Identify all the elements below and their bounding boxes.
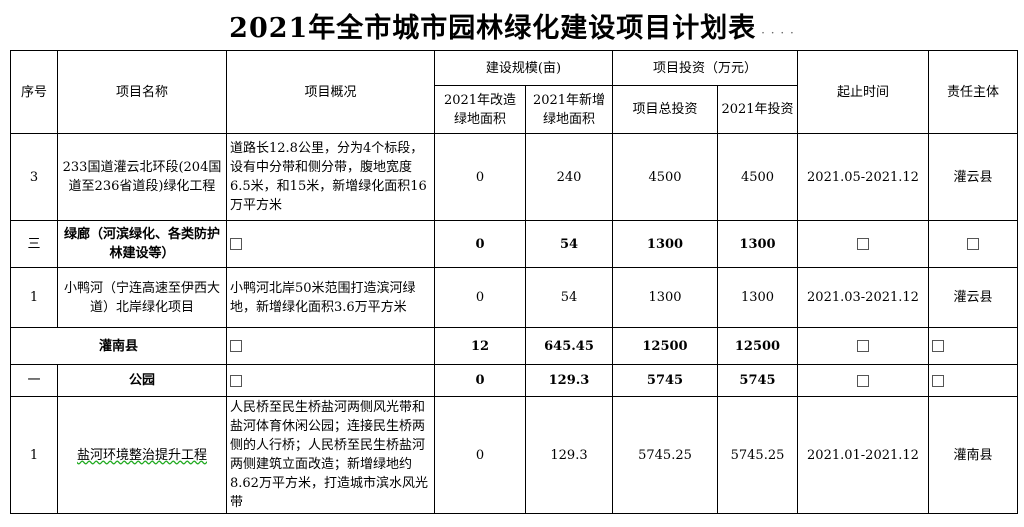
title-text: 2021年全市城市园林绿化建设项目计划表 — [229, 13, 757, 44]
cell-2021: 5745 — [717, 364, 798, 397]
cell-2021: 1300 — [717, 267, 798, 328]
table-row: 1 盐河环境整治提升工程 人民桥至民生桥盐河两侧风光带和盐河体育休闲公园；连接民… — [10, 396, 1018, 514]
cell-overview: 道路长12.8公里，分为4个标段，设有中分带和侧分带，腹地宽度6.5米，和15米… — [226, 133, 435, 221]
cell-renovate: 0 — [434, 133, 526, 221]
cell-overview: 人民桥至民生桥盐河两侧风光带和盐河体育休闲公园；连接民生桥两侧的人行桥；人民桥至… — [226, 396, 435, 514]
header-overview: 项目概况 — [226, 50, 435, 134]
cell-owner: 灌南县 — [928, 396, 1018, 514]
cell-period — [797, 220, 929, 268]
header-new: 2021年新增绿地面积 — [525, 85, 613, 134]
cell-name: 公园 — [57, 364, 227, 397]
empty-box-icon — [230, 340, 242, 352]
cell-overview — [226, 220, 435, 268]
cell-seq: 1 — [10, 396, 58, 514]
cell-new: 129.3 — [525, 396, 613, 514]
header-total: 项目总投资 — [612, 85, 718, 134]
cell-total: 1300 — [612, 267, 718, 328]
empty-box-icon — [230, 374, 242, 387]
cell-renovate: 0 — [434, 267, 526, 328]
cell-total: 12500 — [612, 327, 718, 365]
cell-2021: 5745.25 — [717, 396, 798, 514]
header-name: 项目名称 — [57, 50, 227, 134]
cell-owner — [928, 364, 1018, 397]
cell-renovate: 0 — [434, 220, 526, 268]
cell-name: 盐河环境整治提升工程 — [57, 396, 227, 514]
cell-new: 240 — [525, 133, 613, 221]
cell-period — [797, 327, 929, 365]
cell-seq: 1 — [10, 267, 58, 328]
header-2021: 2021年投资 — [717, 85, 798, 134]
cell-name: 绿廊（河滨绿化、各类防护林建设等） — [57, 220, 227, 268]
cell-owner — [928, 220, 1018, 268]
cell-renovate: 0 — [434, 396, 526, 514]
header-seq: 序号 — [10, 50, 58, 134]
cell-overview — [226, 364, 435, 397]
empty-box-icon — [932, 340, 944, 352]
cell-name: 小鸭河（宁连高速至伊西大道）北岸绿化项目 — [57, 267, 227, 328]
cell-period — [797, 364, 929, 397]
cell-new: 645.45 — [525, 327, 613, 365]
cell-renovate: 0 — [434, 364, 526, 397]
empty-box-icon — [230, 238, 242, 250]
table-row: 一 公园 0 129.3 5745 5745 — [10, 364, 1018, 397]
header-scale: 建设规模(亩) — [434, 50, 613, 86]
header-invest: 项目投资（万元） — [612, 50, 798, 86]
cell-period: 2021.03-2021.12 — [797, 267, 929, 328]
cell-renovate: 12 — [434, 327, 526, 365]
cell-period: 2021.05-2021.12 — [797, 133, 929, 221]
cell-new: 129.3 — [525, 364, 613, 397]
empty-box-icon — [967, 238, 979, 250]
dots-marker: · · · · — [756, 26, 795, 40]
header-period: 起止时间 — [797, 50, 929, 134]
empty-box-icon — [857, 374, 869, 387]
cell-owner: 灌云县 — [928, 133, 1018, 221]
page-title: 2021年全市城市园林绿化建设项目计划表 · · · · — [0, 6, 1024, 45]
project-table: 序号 项目名称 项目概况 建设规模(亩) 项目投资（万元） 起止时间 责任主体 … — [10, 50, 1018, 514]
header-renovate: 2021年改造绿地面积 — [434, 85, 526, 134]
cell-total: 5745 — [612, 364, 718, 397]
cell-name: 灌南县 — [10, 327, 227, 365]
cell-total: 4500 — [612, 133, 718, 221]
empty-box-icon — [857, 340, 869, 352]
cell-total: 1300 — [612, 220, 718, 268]
table-row: 3 233国道灌云北环段(204国道至236省道段)绿化工程 道路长12.8公里… — [10, 133, 1018, 221]
table-row: 灌南县 12 645.45 12500 12500 — [10, 327, 1018, 365]
cell-seq: 三 — [10, 220, 58, 268]
table-row: 1 小鸭河（宁连高速至伊西大道）北岸绿化项目 小鸭河北岸50米范围打造滨河绿地，… — [10, 267, 1018, 328]
cell-owner: 灌云县 — [928, 267, 1018, 328]
cell-new: 54 — [525, 220, 613, 268]
cell-2021: 1300 — [717, 220, 798, 268]
cell-name: 233国道灌云北环段(204国道至236省道段)绿化工程 — [57, 133, 227, 221]
empty-box-icon — [932, 374, 944, 387]
header-owner: 责任主体 — [928, 50, 1018, 134]
cell-overview: 小鸭河北岸50米范围打造滨河绿地，新增绿化面积3.6万平方米 — [226, 267, 435, 328]
table-row: 三 绿廊（河滨绿化、各类防护林建设等） 0 54 1300 1300 — [10, 220, 1018, 268]
cell-2021: 4500 — [717, 133, 798, 221]
cell-new: 54 — [525, 267, 613, 328]
cell-seq: 一 — [10, 364, 58, 397]
cell-seq: 3 — [10, 133, 58, 221]
cell-total: 5745.25 — [612, 396, 718, 514]
empty-box-icon — [857, 238, 869, 250]
cell-overview — [226, 327, 435, 365]
cell-2021: 12500 — [717, 327, 798, 365]
cell-period: 2021.01-2021.12 — [797, 396, 929, 514]
cell-owner — [928, 327, 1018, 365]
